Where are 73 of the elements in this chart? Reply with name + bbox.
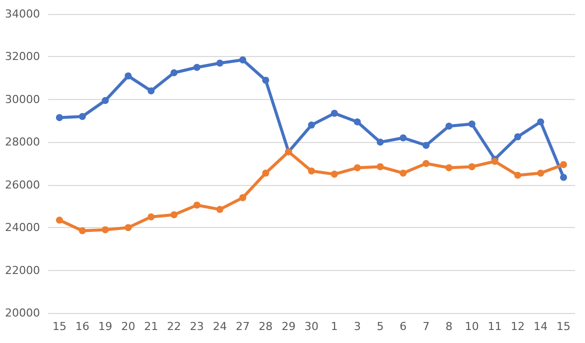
point: [56, 216, 63, 224]
x-tick-label: 20: [121, 320, 136, 333]
x-tick-label: 3: [354, 320, 361, 333]
point: [514, 133, 522, 140]
point: [354, 118, 361, 126]
x-tick-label: 16: [75, 320, 90, 333]
point: [400, 170, 407, 177]
point: [124, 224, 132, 232]
point: [148, 87, 155, 94]
x-tick-label: 21: [144, 320, 158, 333]
y-tick-label: 22000: [5, 264, 40, 277]
x-tick-label: 6: [400, 320, 407, 333]
point: [308, 122, 315, 129]
x-tick-label: 12: [510, 320, 525, 333]
point: [537, 170, 544, 177]
point: [560, 161, 568, 168]
point: [102, 226, 109, 234]
point: [78, 227, 86, 234]
point: [239, 194, 246, 202]
x-tick-label: 30: [304, 320, 318, 333]
y-tick-label: 26000: [5, 178, 40, 192]
y-tick-label: 24000: [5, 221, 40, 234]
x-tick-label: 23: [190, 320, 204, 333]
point: [262, 76, 270, 84]
point: [422, 142, 430, 149]
point: [308, 167, 315, 174]
point: [376, 163, 384, 170]
point: [468, 163, 476, 170]
point: [216, 206, 224, 213]
point: [262, 170, 270, 177]
point: [330, 170, 338, 178]
x-tick-label: 7: [422, 320, 430, 333]
point: [400, 134, 407, 142]
point: [170, 69, 178, 76]
x-tick-label: 19: [98, 320, 112, 333]
x-tick-label: 27: [236, 320, 250, 333]
point: [422, 160, 430, 167]
x-tick-label: 24: [212, 320, 227, 333]
point: [239, 56, 246, 64]
x-tick-label: 15: [556, 320, 571, 333]
y-tick-label: 30000: [5, 92, 40, 106]
point: [102, 97, 109, 104]
x-tick-label: 28: [258, 320, 273, 333]
x-tick-label: 22: [167, 320, 182, 333]
point: [330, 110, 338, 117]
point: [148, 213, 155, 220]
point: [193, 202, 200, 209]
point: [468, 120, 476, 128]
y-tick-label: 20000: [5, 306, 40, 320]
x-tick-label: 1: [330, 320, 338, 333]
point: [445, 122, 452, 130]
point: [354, 164, 361, 172]
point: [193, 64, 200, 71]
x-tick-label: 15: [52, 320, 66, 333]
x-tick-label: 14: [534, 320, 548, 333]
y-tick-label: 34000: [5, 8, 40, 20]
x-tick-label: 8: [445, 320, 452, 333]
y-tick-label: 32000: [5, 50, 40, 64]
y-tick-label: 28000: [5, 136, 40, 149]
point: [170, 211, 178, 218]
x-tick-label: 11: [488, 320, 502, 333]
point: [560, 174, 568, 181]
point: [514, 172, 522, 179]
point: [537, 118, 544, 126]
point: [56, 114, 63, 122]
point: [216, 60, 224, 67]
point: [78, 113, 86, 120]
x-tick-label: 29: [282, 320, 296, 333]
point: [376, 138, 384, 146]
x-tick-label: 5: [376, 320, 384, 333]
x-tick-label: 10: [464, 320, 479, 333]
point: [445, 164, 452, 172]
point: [124, 72, 132, 80]
